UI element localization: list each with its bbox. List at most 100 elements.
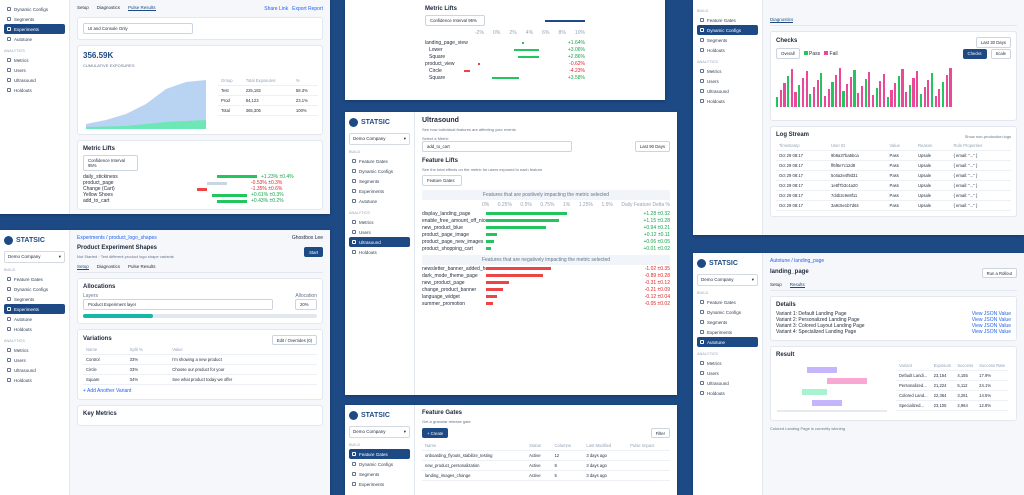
range-select[interactable]: Last 30 Days: [975, 37, 1011, 48]
rollout-button[interactable]: Run a Rollout: [981, 268, 1017, 278]
feature-row[interactable]: display_landing_page +1.28 ±0.32: [422, 210, 670, 217]
feature-row[interactable]: change_product_banner -0.21 ±0.09: [422, 286, 670, 293]
nav-ultrasound[interactable]: Ultrasound: [4, 365, 65, 375]
nav-holdouts[interactable]: Holdouts: [4, 85, 65, 95]
view-json-link[interactable]: View JSON Value: [971, 323, 1011, 329]
nav-ultrasound[interactable]: Ultrasound: [349, 237, 410, 247]
nav-segments[interactable]: Segments: [4, 14, 65, 24]
breadcrumb[interactable]: Experiments / product_logo_shapes: [77, 235, 157, 241]
nav-users[interactable]: Users: [697, 368, 758, 378]
edit-overrides-button[interactable]: Edit / Overrides (0): [271, 335, 317, 345]
ci-select[interactable]: Confidence Interval 95%: [425, 15, 485, 26]
nav-feature-gates[interactable]: Feature Gates: [4, 274, 65, 284]
export-report[interactable]: Export Report: [292, 6, 323, 12]
nav-segments[interactable]: Segments: [697, 35, 758, 45]
nav-segments[interactable]: Segments: [349, 469, 410, 479]
tab-diagnostics[interactable]: Diagnostics: [770, 17, 794, 23]
feature-row[interactable]: enable_free_amount_off_nice +1.15 ±0.28: [422, 217, 670, 224]
nav-dynamic-configs[interactable]: Dynamic Configs: [349, 459, 410, 469]
nav-autotune[interactable]: Autotune: [4, 34, 65, 44]
nav-autotune[interactable]: Autotune: [349, 196, 410, 206]
filter-button[interactable]: Filter: [650, 428, 670, 438]
nav-holdouts[interactable]: Holdouts: [697, 388, 758, 398]
nav-ultrasound[interactable]: Ultrasound: [697, 378, 758, 388]
view-json-link[interactable]: View JSON Value: [971, 311, 1011, 317]
nav-segments[interactable]: Segments: [697, 317, 758, 327]
feature-row[interactable]: product_page_new_images +0.06 ±0.05: [422, 238, 670, 245]
feature-row[interactable]: newsletter_banner_added_home -1.02 ±0.35: [422, 265, 670, 272]
feature-row[interactable]: product_page_image +0.12 ±0.11: [422, 231, 670, 238]
metric-select[interactable]: add_to_cart: [422, 141, 572, 152]
nav-users[interactable]: Users: [349, 227, 410, 237]
tab-setup[interactable]: Setup: [770, 282, 782, 287]
user-name[interactable]: Ghostbox Lee: [291, 235, 323, 241]
tab-diagnostics[interactable]: Diagnostics: [96, 5, 121, 10]
add-variant-link[interactable]: + Add Another Variant: [83, 388, 132, 394]
nav-feature-gates[interactable]: Feature Gates: [697, 297, 758, 307]
nav-holdouts[interactable]: Holdouts: [4, 324, 65, 334]
nav-autotune[interactable]: Autotune: [4, 314, 65, 324]
nav-metrics[interactable]: Metrics: [697, 66, 758, 76]
tab-results[interactable]: Results: [789, 282, 805, 288]
nav-experiments[interactable]: Experiments: [4, 304, 65, 314]
nav-experiments[interactable]: Experiments: [4, 24, 65, 34]
tab-pulse[interactable]: Pulse Results: [128, 264, 156, 269]
tab-pulse[interactable]: Pulse Results: [128, 5, 156, 11]
metric-select[interactable]: UI and Console Only: [83, 23, 193, 34]
nav-dynamic-configs[interactable]: Dynamic Configs: [4, 284, 65, 294]
nonprod-toggle[interactable]: Show non-production logs: [964, 134, 1011, 139]
range-select[interactable]: Last 90 Days: [634, 141, 670, 152]
feature-row[interactable]: dark_mode_theme_page -0.89 ±0.28: [422, 272, 670, 279]
nav-metrics[interactable]: Metrics: [4, 345, 65, 355]
share-link[interactable]: Share Link: [264, 6, 289, 12]
nav-ultrasound[interactable]: Ultrasound: [697, 86, 758, 96]
feature-row[interactable]: new_product_blue +0.94 ±0.21: [422, 224, 670, 231]
nav-dynamic-configs[interactable]: Dynamic Configs: [4, 4, 65, 14]
nav-metrics[interactable]: Metrics: [4, 55, 65, 65]
ci-select[interactable]: Confidence Interval 95%: [83, 155, 138, 171]
nav-ultrasound[interactable]: Ultrasound: [4, 75, 65, 85]
company-select[interactable]: Demo Company ▾: [697, 274, 758, 286]
nav-users[interactable]: Users: [4, 355, 65, 365]
feature-row[interactable]: language_widget -0.12 ±0.04: [422, 293, 670, 300]
view-json-link[interactable]: View JSON Value: [971, 329, 1011, 335]
allocation-input[interactable]: 20%: [295, 299, 317, 310]
company-select[interactable]: Demo Company ▾: [349, 133, 410, 145]
overall-select[interactable]: Overall: [776, 48, 800, 59]
toggle-scale[interactable]: Scale: [990, 48, 1011, 59]
nav-holdouts[interactable]: Holdouts: [697, 45, 758, 55]
tab-setup[interactable]: Setup: [77, 5, 89, 10]
nav-dynamic-configs[interactable]: Dynamic Configs: [697, 307, 758, 317]
nav-users[interactable]: Users: [697, 76, 758, 86]
nav-experiments[interactable]: Experiments: [349, 479, 410, 489]
company-select[interactable]: Demo Company ▾: [4, 251, 65, 263]
nav-segments[interactable]: Segments: [4, 294, 65, 304]
nav-holdouts-2[interactable]: Holdouts: [4, 375, 65, 385]
nav-segments[interactable]: Segments: [349, 176, 410, 186]
nav-users[interactable]: Users: [4, 65, 65, 75]
nav-experiments[interactable]: Experiments: [349, 186, 410, 196]
filter-select[interactable]: Feature Gates: [422, 175, 462, 186]
nav-feature-gates[interactable]: Feature Gates: [349, 156, 410, 166]
nav-autotune[interactable]: Autotune: [697, 337, 758, 347]
feature-row[interactable]: new_product_page -0.31 ±0.12: [422, 279, 670, 286]
breadcrumb[interactable]: Autotune / landing_page: [770, 258, 825, 264]
layer-select[interactable]: Product Experiment layer: [83, 299, 273, 310]
nav-dynamic-configs[interactable]: Dynamic Configs: [349, 166, 410, 176]
nav-metrics[interactable]: Metrics: [349, 217, 410, 227]
feature-row[interactable]: summer_promotion -0.05 ±0.02: [422, 300, 670, 307]
nav-holdouts[interactable]: Holdouts: [349, 247, 410, 257]
tab-setup[interactable]: Setup: [77, 264, 89, 270]
feature-row[interactable]: product_shopping_cart +0.01 ±0.02: [422, 245, 670, 252]
nav-feature-gates[interactable]: Feature Gates: [697, 15, 758, 25]
nav-feature-gates[interactable]: Feature Gates: [349, 449, 410, 459]
tab-diagnostics[interactable]: Diagnostics: [96, 264, 121, 269]
start-button[interactable]: Start: [304, 247, 323, 257]
toggle-checks[interactable]: Checks: [962, 48, 987, 59]
create-button[interactable]: + Create: [422, 428, 449, 438]
nav-experiments[interactable]: Experiments: [697, 327, 758, 337]
view-json-link[interactable]: View JSON Value: [971, 317, 1011, 323]
nav-holdouts-2[interactable]: Holdouts: [697, 96, 758, 106]
company-select[interactable]: Demo Company ▾: [349, 426, 410, 438]
zoom-slider[interactable]: [545, 19, 585, 22]
